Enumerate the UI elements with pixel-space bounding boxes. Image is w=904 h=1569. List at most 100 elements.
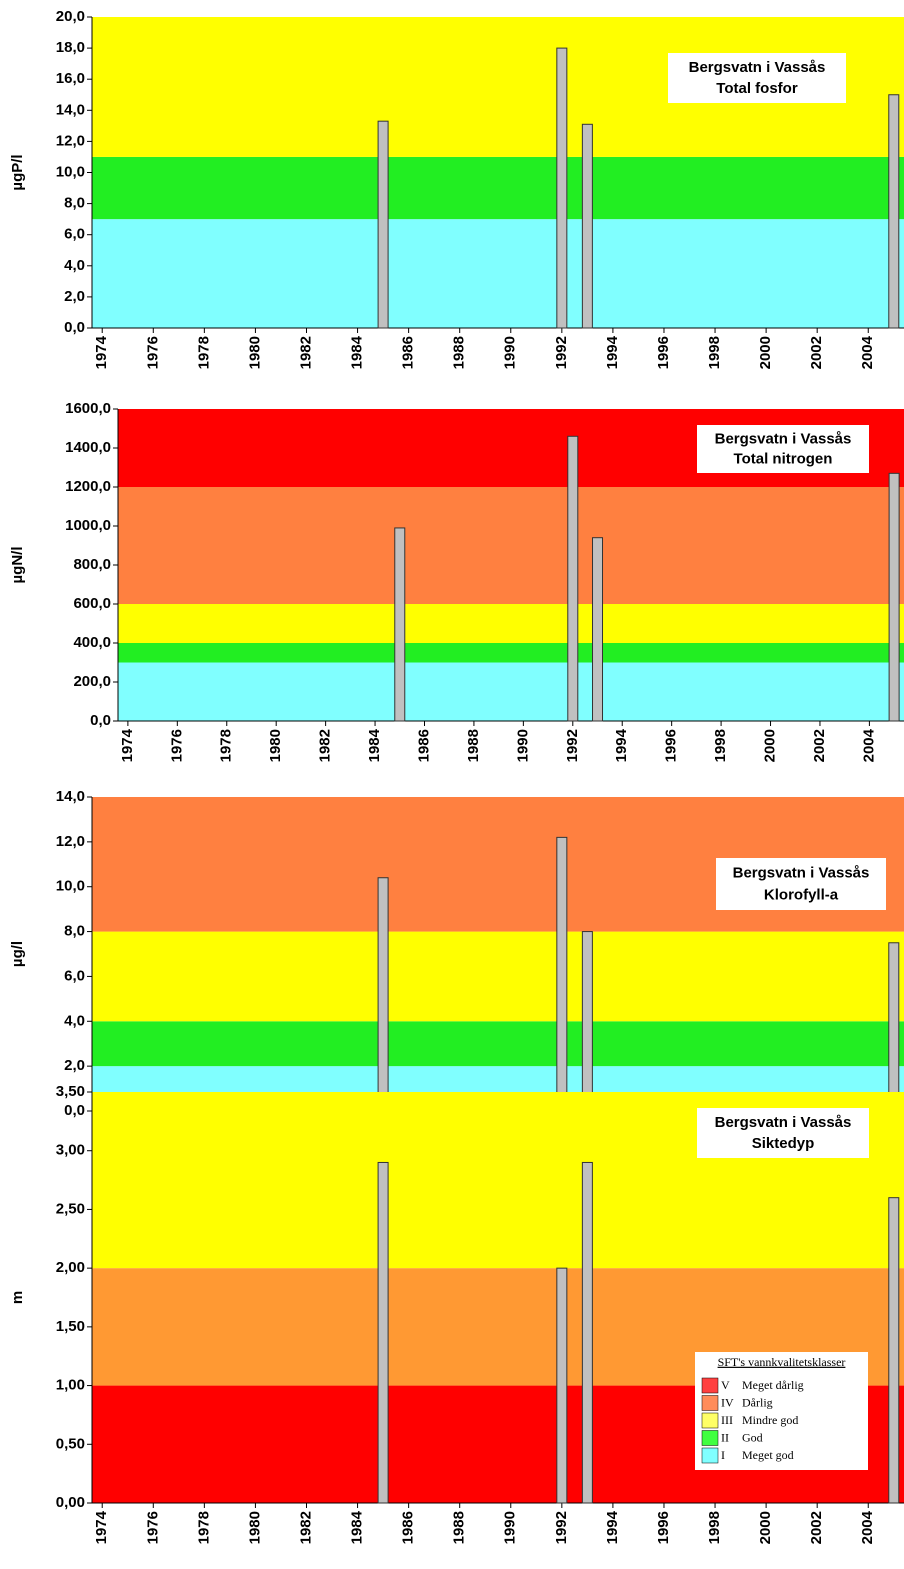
x-tick-label: 2002 <box>811 729 828 762</box>
quality-band <box>118 604 904 643</box>
y-tick-label: 8,0 <box>64 195 85 212</box>
title-box <box>716 858 886 910</box>
x-tick-label: 1996 <box>663 729 680 762</box>
x-tick-label: 2004 <box>860 728 877 762</box>
y-tick-label: 6,0 <box>64 226 85 243</box>
x-tick-label: 1984 <box>349 1510 366 1544</box>
x-tick-label: 1974 <box>93 1510 110 1544</box>
x-tick-label: 2004 <box>859 335 876 369</box>
y-tick-label: 1200,0 <box>65 478 111 495</box>
x-tick-label: 1974 <box>119 728 136 762</box>
y-tick-label: 1400,0 <box>65 439 111 456</box>
y-tick-label: 400,0 <box>73 634 111 651</box>
y-tick-label: 6,0 <box>64 967 85 984</box>
y-tick-label: 1000,0 <box>65 517 111 534</box>
bar <box>888 94 900 329</box>
x-tick-label: 1994 <box>604 1510 621 1544</box>
x-tick-label: 2002 <box>808 1511 825 1544</box>
legend-swatch <box>701 1395 719 1411</box>
y-tick-label: 14,0 <box>56 788 85 805</box>
bar <box>556 47 568 329</box>
bar <box>888 1197 900 1504</box>
x-tick-label: 1990 <box>502 336 519 369</box>
bar <box>377 877 389 1112</box>
x-tick-label: 1980 <box>246 1511 263 1544</box>
legend-label: Meget dårlig <box>742 1378 804 1392</box>
y-tick-label: 0,50 <box>56 1435 85 1452</box>
quality-band <box>118 662 904 721</box>
y-tick-label: 14,0 <box>56 101 85 118</box>
x-tick-label: 1994 <box>604 335 621 369</box>
legend-label: Dårlig <box>742 1395 773 1409</box>
bar <box>888 472 900 722</box>
quality-band <box>92 931 904 1022</box>
x-tick-label: 1996 <box>655 1511 672 1544</box>
legend-class: IV <box>721 1395 734 1409</box>
y-tick-label: 4,0 <box>64 257 85 274</box>
x-tick-label: 1996 <box>655 336 672 369</box>
x-tick-label: 2000 <box>757 336 774 369</box>
y-tick-label: 0,00 <box>56 1494 85 1511</box>
y-tick-label: 18,0 <box>56 39 85 56</box>
y-tick-label: 4,0 <box>64 1012 85 1029</box>
y-tick-label: 1600,0 <box>65 400 111 417</box>
title-box <box>697 1108 869 1158</box>
bar <box>394 527 406 722</box>
y-tick-label: 10,0 <box>56 878 85 895</box>
chart-subtitle: Siktedyp <box>752 1135 815 1152</box>
quality-band <box>92 1021 904 1067</box>
legend-swatch <box>701 1430 719 1446</box>
y-tick-label: 16,0 <box>56 70 85 87</box>
y-tick-label: 20,0 <box>56 8 85 25</box>
x-tick-label: 2002 <box>808 336 825 369</box>
legend-title: SFT's vannkvalitetsklasser <box>718 1355 846 1369</box>
bar <box>377 1161 389 1504</box>
x-tick-label: 1978 <box>195 1511 212 1544</box>
bar <box>377 120 389 329</box>
y-tick-label: 1,50 <box>56 1318 85 1335</box>
y-tick-label: 12,0 <box>56 132 85 149</box>
quality-band <box>92 219 904 328</box>
quality-band <box>118 487 904 604</box>
x-tick-label: 1978 <box>218 729 235 762</box>
legend-swatch <box>701 1412 719 1429</box>
y-axis-label: m <box>9 1291 26 1304</box>
y-tick-label: 200,0 <box>73 673 111 690</box>
x-tick-label: 1984 <box>366 728 383 762</box>
legend-label: Meget god <box>742 1448 794 1462</box>
y-tick-label: 12,0 <box>56 833 85 850</box>
legend-label: Mindre god <box>742 1413 798 1427</box>
legend-swatch <box>701 1377 719 1394</box>
y-tick-label: 0,0 <box>90 712 111 729</box>
x-tick-label: 1982 <box>317 729 334 762</box>
x-tick-label: 1990 <box>502 1511 519 1544</box>
chart-subtitle: Klorofyll-a <box>764 886 839 903</box>
x-tick-label: 2000 <box>757 1511 774 1544</box>
y-tick-label: 8,0 <box>64 923 85 940</box>
legend-label: God <box>742 1430 763 1444</box>
x-tick-label: 1998 <box>706 336 723 369</box>
legend-class: III <box>721 1413 733 1427</box>
legend-class: I <box>721 1448 725 1462</box>
chart-subtitle: Total nitrogen <box>734 451 833 468</box>
x-tick-label: 2004 <box>859 1510 876 1544</box>
bar <box>581 1161 593 1504</box>
quality-band <box>118 643 904 663</box>
chart-title: Bergsvatn i Vassås <box>733 865 870 882</box>
y-tick-label: 3,00 <box>56 1142 85 1159</box>
x-tick-label: 1992 <box>553 1511 570 1544</box>
chart-title: Bergsvatn i Vassås <box>715 430 852 447</box>
bar <box>888 942 900 1112</box>
bar <box>556 836 568 1112</box>
legend-box <box>695 1352 868 1470</box>
y-tick-label: 2,50 <box>56 1200 85 1217</box>
bar <box>556 1267 568 1504</box>
quality-band <box>92 156 904 220</box>
y-tick-label: 10,0 <box>56 163 85 180</box>
legend-swatch <box>701 1447 719 1464</box>
x-tick-label: 1976 <box>168 729 185 762</box>
x-tick-label: 1980 <box>267 729 284 762</box>
y-tick-label: 800,0 <box>73 556 111 573</box>
